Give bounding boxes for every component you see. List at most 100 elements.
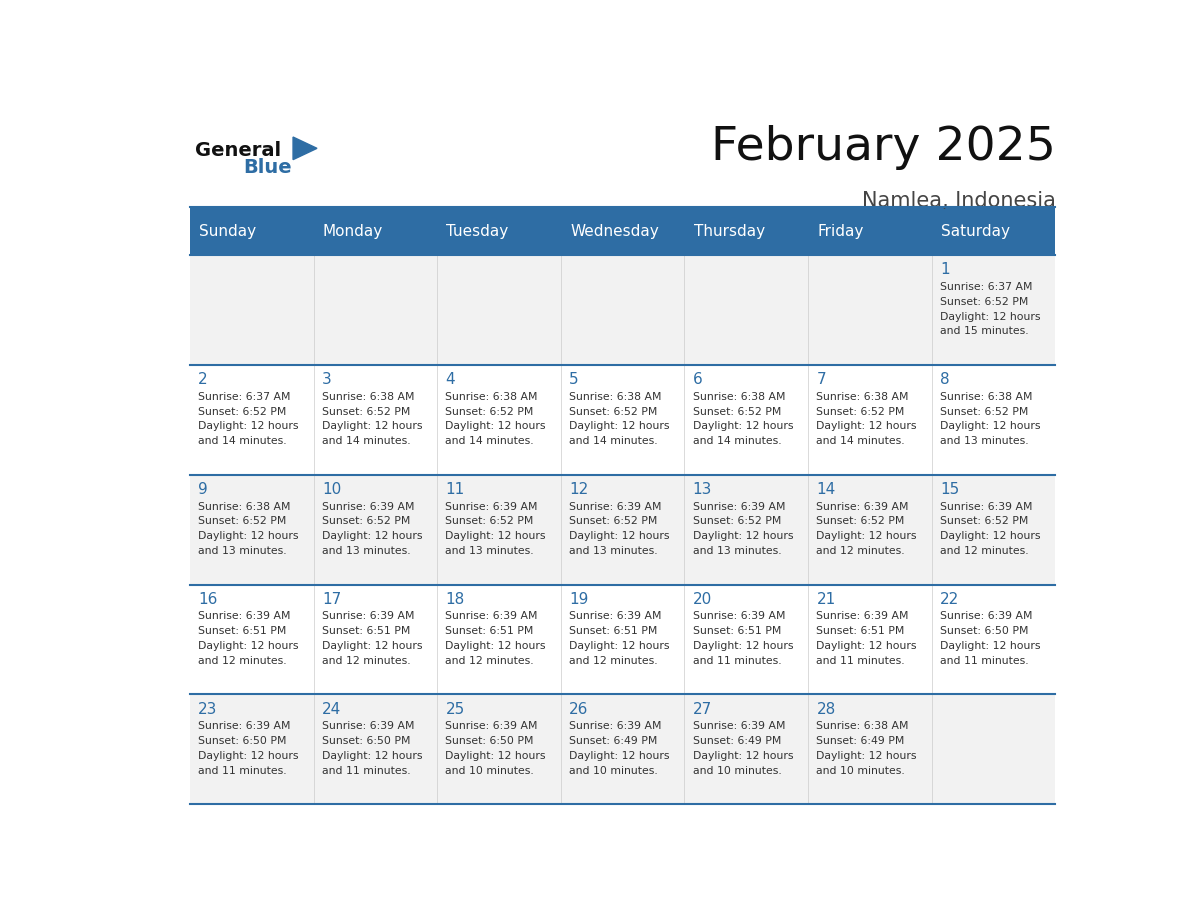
Text: 9: 9 bbox=[198, 482, 208, 497]
Text: Daylight: 12 hours: Daylight: 12 hours bbox=[569, 641, 670, 651]
Text: 20: 20 bbox=[693, 592, 712, 607]
Text: Sunset: 6:52 PM: Sunset: 6:52 PM bbox=[940, 407, 1029, 417]
Text: Daylight: 12 hours: Daylight: 12 hours bbox=[446, 641, 546, 651]
Text: Monday: Monday bbox=[323, 224, 383, 239]
Text: Sunset: 6:52 PM: Sunset: 6:52 PM bbox=[816, 407, 905, 417]
Text: 16: 16 bbox=[198, 592, 217, 607]
Text: Sunset: 6:52 PM: Sunset: 6:52 PM bbox=[693, 517, 782, 526]
Text: Sunset: 6:52 PM: Sunset: 6:52 PM bbox=[322, 407, 410, 417]
Text: 10: 10 bbox=[322, 482, 341, 497]
Text: Sunrise: 6:39 AM: Sunrise: 6:39 AM bbox=[693, 722, 785, 732]
Text: and 11 minutes.: and 11 minutes. bbox=[198, 766, 286, 776]
Bar bbox=[190, 585, 1055, 694]
Text: Daylight: 12 hours: Daylight: 12 hours bbox=[322, 751, 423, 761]
Text: 18: 18 bbox=[446, 592, 465, 607]
Text: 22: 22 bbox=[940, 592, 959, 607]
Text: Sunrise: 6:38 AM: Sunrise: 6:38 AM bbox=[446, 392, 538, 402]
Text: Daylight: 12 hours: Daylight: 12 hours bbox=[816, 532, 917, 542]
Text: Sunset: 6:52 PM: Sunset: 6:52 PM bbox=[198, 407, 286, 417]
Text: and 13 minutes.: and 13 minutes. bbox=[569, 546, 658, 556]
Text: Daylight: 12 hours: Daylight: 12 hours bbox=[446, 421, 546, 431]
Text: and 12 minutes.: and 12 minutes. bbox=[816, 546, 905, 556]
Text: Sunrise: 6:37 AM: Sunrise: 6:37 AM bbox=[940, 282, 1032, 292]
Text: Sunset: 6:51 PM: Sunset: 6:51 PM bbox=[198, 626, 286, 636]
Text: Sunrise: 6:39 AM: Sunrise: 6:39 AM bbox=[693, 611, 785, 621]
Text: Sunrise: 6:38 AM: Sunrise: 6:38 AM bbox=[940, 392, 1032, 402]
Text: Sunset: 6:52 PM: Sunset: 6:52 PM bbox=[940, 297, 1029, 307]
Text: and 14 minutes.: and 14 minutes. bbox=[198, 436, 286, 446]
Text: Sunrise: 6:39 AM: Sunrise: 6:39 AM bbox=[940, 501, 1032, 511]
Text: Sunrise: 6:39 AM: Sunrise: 6:39 AM bbox=[322, 722, 415, 732]
Text: Sunrise: 6:38 AM: Sunrise: 6:38 AM bbox=[693, 392, 785, 402]
Text: February 2025: February 2025 bbox=[710, 125, 1055, 170]
Text: Daylight: 12 hours: Daylight: 12 hours bbox=[816, 641, 917, 651]
Text: and 13 minutes.: and 13 minutes. bbox=[940, 436, 1029, 446]
Text: Daylight: 12 hours: Daylight: 12 hours bbox=[693, 421, 794, 431]
Text: 2: 2 bbox=[198, 372, 208, 387]
Text: 21: 21 bbox=[816, 592, 835, 607]
Text: and 13 minutes.: and 13 minutes. bbox=[322, 546, 411, 556]
Text: Sunset: 6:49 PM: Sunset: 6:49 PM bbox=[693, 736, 782, 746]
Text: Daylight: 12 hours: Daylight: 12 hours bbox=[569, 421, 670, 431]
Text: Daylight: 12 hours: Daylight: 12 hours bbox=[816, 421, 917, 431]
Text: Sunrise: 6:39 AM: Sunrise: 6:39 AM bbox=[322, 611, 415, 621]
Text: Daylight: 12 hours: Daylight: 12 hours bbox=[569, 532, 670, 542]
Text: Sunset: 6:50 PM: Sunset: 6:50 PM bbox=[198, 736, 286, 746]
Text: Sunrise: 6:38 AM: Sunrise: 6:38 AM bbox=[569, 392, 662, 402]
Text: and 13 minutes.: and 13 minutes. bbox=[693, 546, 782, 556]
Text: 13: 13 bbox=[693, 482, 712, 497]
Text: Sunset: 6:51 PM: Sunset: 6:51 PM bbox=[446, 626, 533, 636]
Text: 8: 8 bbox=[940, 372, 949, 387]
Polygon shape bbox=[293, 137, 317, 160]
Text: Sunday: Sunday bbox=[200, 224, 257, 239]
Text: Sunrise: 6:39 AM: Sunrise: 6:39 AM bbox=[446, 722, 538, 732]
Text: Daylight: 12 hours: Daylight: 12 hours bbox=[569, 751, 670, 761]
Text: and 11 minutes.: and 11 minutes. bbox=[322, 766, 411, 776]
Text: and 12 minutes.: and 12 minutes. bbox=[446, 656, 535, 666]
Bar bbox=[190, 207, 1055, 255]
Text: 5: 5 bbox=[569, 372, 579, 387]
Text: 11: 11 bbox=[446, 482, 465, 497]
Text: Saturday: Saturday bbox=[941, 224, 1010, 239]
Text: Sunset: 6:51 PM: Sunset: 6:51 PM bbox=[569, 626, 657, 636]
Text: Daylight: 12 hours: Daylight: 12 hours bbox=[446, 751, 546, 761]
Text: 3: 3 bbox=[322, 372, 331, 387]
Text: Daylight: 12 hours: Daylight: 12 hours bbox=[198, 532, 298, 542]
Text: and 11 minutes.: and 11 minutes. bbox=[693, 656, 782, 666]
Text: Sunrise: 6:39 AM: Sunrise: 6:39 AM bbox=[693, 501, 785, 511]
Text: and 14 minutes.: and 14 minutes. bbox=[569, 436, 658, 446]
Text: Sunrise: 6:38 AM: Sunrise: 6:38 AM bbox=[198, 501, 291, 511]
Text: 17: 17 bbox=[322, 592, 341, 607]
Text: Sunrise: 6:39 AM: Sunrise: 6:39 AM bbox=[569, 722, 662, 732]
Text: Daylight: 12 hours: Daylight: 12 hours bbox=[198, 421, 298, 431]
Text: Sunset: 6:50 PM: Sunset: 6:50 PM bbox=[322, 736, 410, 746]
Text: and 13 minutes.: and 13 minutes. bbox=[198, 546, 286, 556]
Text: 19: 19 bbox=[569, 592, 588, 607]
Text: Sunrise: 6:39 AM: Sunrise: 6:39 AM bbox=[322, 501, 415, 511]
Text: 12: 12 bbox=[569, 482, 588, 497]
Text: Daylight: 12 hours: Daylight: 12 hours bbox=[940, 311, 1041, 321]
Text: 25: 25 bbox=[446, 701, 465, 717]
Text: Daylight: 12 hours: Daylight: 12 hours bbox=[322, 421, 423, 431]
Text: Daylight: 12 hours: Daylight: 12 hours bbox=[198, 751, 298, 761]
Text: 24: 24 bbox=[322, 701, 341, 717]
Text: 28: 28 bbox=[816, 701, 835, 717]
Text: Thursday: Thursday bbox=[694, 224, 765, 239]
Text: Sunrise: 6:38 AM: Sunrise: 6:38 AM bbox=[322, 392, 415, 402]
Text: Daylight: 12 hours: Daylight: 12 hours bbox=[693, 751, 794, 761]
Text: and 10 minutes.: and 10 minutes. bbox=[446, 766, 535, 776]
Text: Daylight: 12 hours: Daylight: 12 hours bbox=[693, 532, 794, 542]
Text: and 10 minutes.: and 10 minutes. bbox=[569, 766, 658, 776]
Bar bbox=[190, 255, 1055, 365]
Text: 7: 7 bbox=[816, 372, 826, 387]
Text: Sunset: 6:50 PM: Sunset: 6:50 PM bbox=[940, 626, 1029, 636]
Text: Sunset: 6:52 PM: Sunset: 6:52 PM bbox=[569, 407, 657, 417]
Text: Sunset: 6:52 PM: Sunset: 6:52 PM bbox=[198, 517, 286, 526]
Text: Sunset: 6:52 PM: Sunset: 6:52 PM bbox=[446, 407, 533, 417]
Text: Sunrise: 6:39 AM: Sunrise: 6:39 AM bbox=[198, 722, 291, 732]
Text: 1: 1 bbox=[940, 263, 949, 277]
Text: and 12 minutes.: and 12 minutes. bbox=[569, 656, 658, 666]
Text: Sunrise: 6:39 AM: Sunrise: 6:39 AM bbox=[569, 611, 662, 621]
Text: Sunset: 6:52 PM: Sunset: 6:52 PM bbox=[940, 517, 1029, 526]
Text: Tuesday: Tuesday bbox=[447, 224, 508, 239]
